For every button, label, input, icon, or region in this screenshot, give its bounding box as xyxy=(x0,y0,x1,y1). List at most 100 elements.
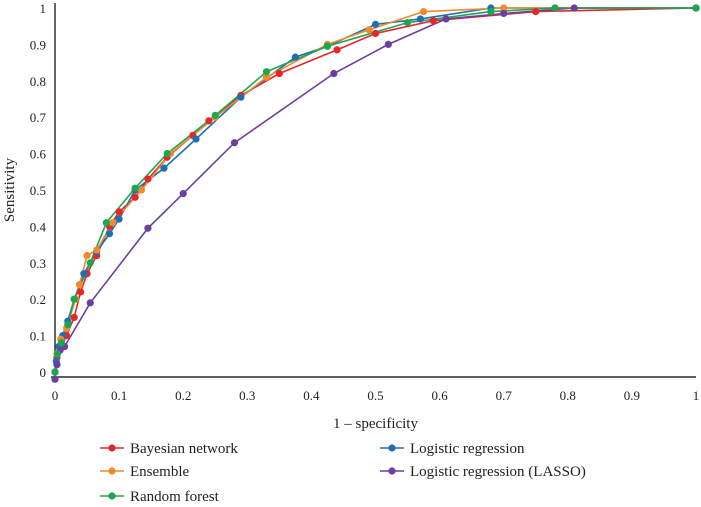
data-point-logistic-regression xyxy=(291,53,299,61)
data-point-ensemble xyxy=(93,246,101,254)
series-line-random-forest xyxy=(54,7,696,373)
legend-swatch-marker xyxy=(108,492,116,500)
data-point-logistic-regression xyxy=(115,215,123,223)
data-point-logistic-regression-lasso xyxy=(51,375,59,383)
legend-swatch-marker xyxy=(108,444,116,452)
legend-label: Ensemble xyxy=(130,464,189,480)
y-tick-label: 0 xyxy=(40,365,47,380)
data-point-logistic-regression-lasso xyxy=(144,224,152,232)
data-point-random-forest xyxy=(64,321,72,329)
legend-swatch-marker xyxy=(388,444,396,452)
y-axis-label: Sensitivity xyxy=(2,157,18,222)
series-line-bayesian-network xyxy=(54,7,697,373)
data-point-logistic-regression xyxy=(192,135,200,143)
data-point-logistic-regression-lasso xyxy=(570,4,578,12)
data-point-random-forest xyxy=(211,111,219,119)
y-tick-label: 0.4 xyxy=(30,219,47,234)
axes xyxy=(51,3,696,382)
x-tick-label: 0 xyxy=(52,388,59,403)
data-point-bayesian-network xyxy=(131,193,139,201)
series-line-ensemble xyxy=(54,7,696,373)
legend-label: Random forest xyxy=(130,489,220,505)
data-point-ensemble xyxy=(83,251,91,260)
x-tick-label: 0.8 xyxy=(560,388,576,403)
x-tick-label: 0.7 xyxy=(496,388,513,403)
legend-label: Logistic regression xyxy=(410,441,525,457)
legend-item-logistic-regression-lasso: Logistic regression (LASSO) xyxy=(380,464,586,480)
data-point-ensemble xyxy=(109,219,117,227)
data-point-bayesian-network xyxy=(429,17,437,25)
data-point-random-forest xyxy=(692,4,700,12)
data-point-ensemble xyxy=(137,186,146,194)
data-point-bayesian-network xyxy=(115,208,123,216)
data-point-logistic-regression-lasso xyxy=(500,9,508,18)
data-point-logistic-regression-lasso xyxy=(442,15,450,23)
y-tick-label: 0.1 xyxy=(30,329,46,344)
data-point-ensemble xyxy=(262,73,271,81)
data-point-logistic-regression xyxy=(416,15,424,23)
legend-item-ensemble: Ensemble xyxy=(100,464,189,480)
y-tick-label: 0.7 xyxy=(30,110,47,125)
x-tick-label: 0.6 xyxy=(431,388,448,403)
data-point-bayesian-network xyxy=(205,117,213,125)
data-point-random-forest xyxy=(163,150,171,158)
data-point-logistic-regression-lasso xyxy=(86,299,94,307)
legend-label: Bayesian network xyxy=(130,441,238,457)
legend-label: Logistic regression (LASSO) xyxy=(410,464,586,480)
data-point-random-forest xyxy=(487,8,495,16)
data-point-logistic-regression xyxy=(160,164,168,172)
data-point-logistic-regression xyxy=(80,270,88,278)
data-point-bayesian-network xyxy=(371,29,380,38)
data-point-random-forest xyxy=(57,339,66,347)
x-tick-labels: 0 0.1 0.2 0.3 0.4 0.5 0.6 0.7 0.8 0.9 1 xyxy=(52,388,700,403)
x-tick-label: 0.2 xyxy=(175,388,191,403)
data-point-ensemble xyxy=(75,281,83,289)
data-point-random-forest xyxy=(323,42,332,50)
data-point-bayesian-network xyxy=(144,175,152,183)
y-tick-labels: 0 0.1 0.2 0.3 0.4 0.5 0.6 0.7 0.8 0.9 1 xyxy=(30,1,47,380)
y-tick-label: 0.9 xyxy=(30,37,46,52)
data-point-bayesian-network xyxy=(70,313,78,321)
data-point-ensemble xyxy=(365,26,373,34)
y-tick-label: 0.3 xyxy=(30,256,46,271)
data-point-random-forest xyxy=(86,259,94,267)
data-point-random-forest xyxy=(262,68,271,76)
data-point-bayesian-network xyxy=(333,46,341,54)
data-point-random-forest xyxy=(51,368,59,376)
data-point-logistic-regression-lasso xyxy=(53,361,61,369)
y-tick-label: 0.6 xyxy=(30,147,47,162)
y-tick-label: 1 xyxy=(40,1,47,16)
y-tick-label: 0.2 xyxy=(30,292,46,307)
x-tick-label: 1 xyxy=(693,388,700,403)
data-point-random-forest xyxy=(53,350,62,358)
series-markers xyxy=(51,4,700,383)
x-tick-label: 0.4 xyxy=(303,388,320,403)
x-tick-label: 0.9 xyxy=(624,388,640,403)
data-point-logistic-regression-lasso xyxy=(179,190,187,198)
series-lines xyxy=(54,7,697,380)
data-point-logistic-regression xyxy=(237,93,245,101)
data-point-bayesian-network xyxy=(532,8,540,16)
legend-swatch-marker xyxy=(108,467,116,475)
series-line-logistic-regression xyxy=(54,7,696,373)
data-point-logistic-regression-lasso xyxy=(384,40,392,49)
series-line-logistic-regression-lasso xyxy=(54,7,696,380)
data-point-bayesian-network xyxy=(77,288,85,296)
x-tick-label: 0.5 xyxy=(367,388,383,403)
x-tick-label: 0.1 xyxy=(111,388,127,403)
legend-item-logistic-regression: Logistic regression xyxy=(380,441,525,457)
y-tick-label: 0.5 xyxy=(30,183,46,198)
data-point-logistic-regression xyxy=(371,20,380,28)
x-tick-label: 0.3 xyxy=(239,388,255,403)
data-point-random-forest xyxy=(102,219,110,227)
legend-swatch-marker xyxy=(388,467,396,475)
legend-item-bayesian-network: Bayesian network xyxy=(100,441,238,457)
data-point-logistic-regression-lasso xyxy=(230,139,239,147)
legend: Bayesian network Logistic regression Ensem… xyxy=(100,441,586,505)
data-point-ensemble xyxy=(419,8,428,16)
x-axis-label: 1 – specificity xyxy=(333,416,418,432)
data-point-bayesian-network xyxy=(275,69,283,78)
data-point-ensemble xyxy=(500,4,508,12)
data-point-random-forest xyxy=(551,4,559,12)
